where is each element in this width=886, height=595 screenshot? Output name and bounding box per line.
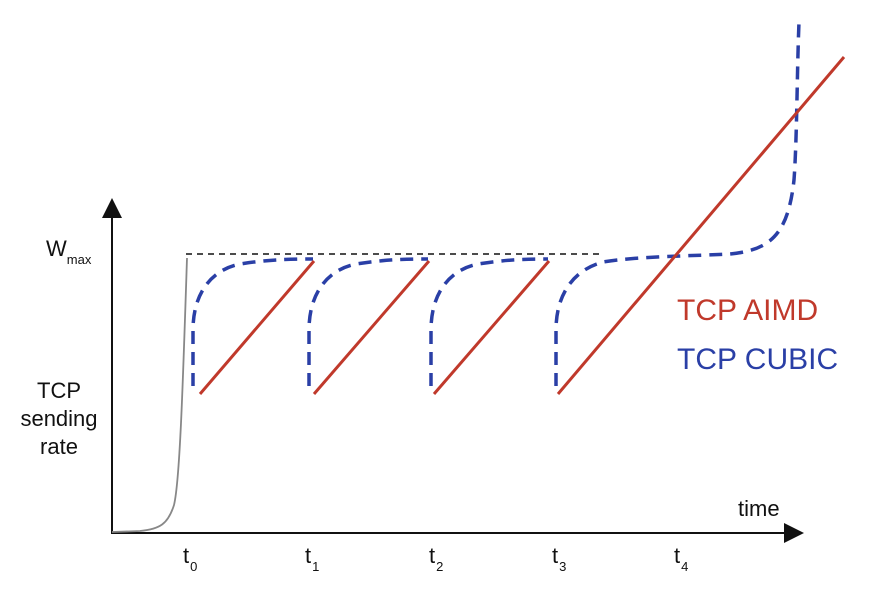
tick-t3-sub: 3 <box>559 559 567 574</box>
y-axis-label-line-3: rate <box>40 434 78 459</box>
tick-t1-sub: 1 <box>312 559 320 574</box>
legend-aimd: TCP AIMD <box>677 294 819 327</box>
slow-start-curve <box>111 257 188 533</box>
cubic-segment-3 <box>554 21 801 386</box>
tick-t1: t1 <box>305 543 319 574</box>
tick-t0-sub: 0 <box>190 559 198 574</box>
tick-t4-main: t <box>674 543 681 568</box>
wmax-main: W <box>46 236 67 261</box>
legend-cubic: TCP CUBIC <box>677 343 839 376</box>
aimd-segment-2 <box>432 260 551 395</box>
tick-t2-sub: 2 <box>436 559 444 574</box>
x-axis-label: time <box>738 496 780 521</box>
cubic-segment-0 <box>191 257 314 386</box>
tick-t1-main: t <box>305 543 312 568</box>
tick-t3-main: t <box>552 543 559 568</box>
wmax-sub: max <box>66 252 92 267</box>
wmax-label: Wmax <box>46 236 91 267</box>
aimd-segment-3 <box>556 56 846 395</box>
cubic-segment-1 <box>307 257 429 386</box>
tick-t4-sub: 4 <box>681 559 689 574</box>
tick-t0: t0 <box>183 543 197 574</box>
y-axis-label-line-1: TCP <box>37 378 81 403</box>
y-axis-label-line-2: sending <box>20 406 98 431</box>
tick-t4: t4 <box>674 543 688 574</box>
tick-t2-main: t <box>429 543 436 568</box>
aimd-segment-0 <box>198 260 316 395</box>
y-axis-label: TCP sending rate <box>14 377 104 461</box>
tick-t3: t3 <box>552 543 566 574</box>
aimd-segment-1 <box>312 260 431 395</box>
cubic-segment-2 <box>429 257 549 386</box>
cubic-series <box>191 21 801 386</box>
aimd-series <box>198 56 846 395</box>
tick-t0-main: t <box>183 543 190 568</box>
tick-t2: t2 <box>429 543 443 574</box>
